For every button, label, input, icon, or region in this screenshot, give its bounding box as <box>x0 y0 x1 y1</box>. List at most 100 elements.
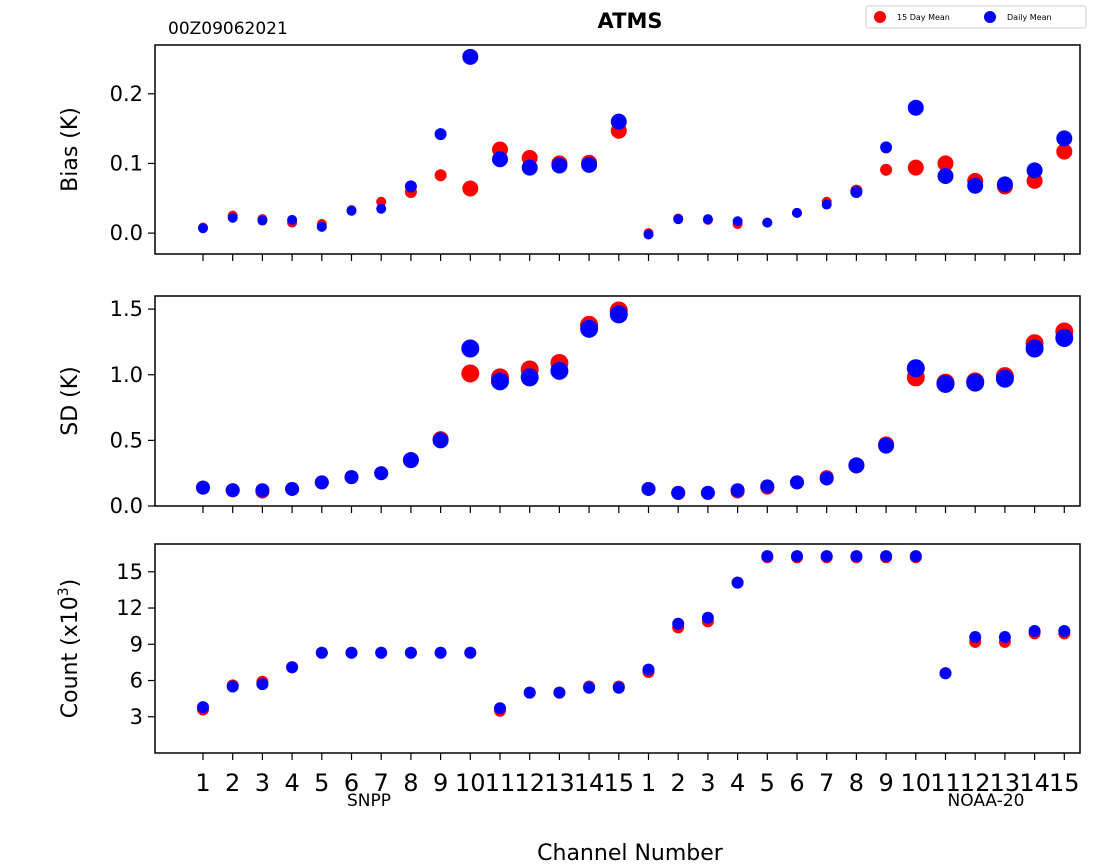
data-point <box>462 48 479 65</box>
panel-1: 0.0 0.1 0.2 Bias (K) <box>58 44 1081 261</box>
date-stamp: 00Z09062021 <box>168 19 288 39</box>
satellite-label-noaa-20: NOAA-20 <box>948 791 1025 811</box>
plot-frame <box>154 44 1081 255</box>
x-tick-label: 2 <box>671 769 686 797</box>
data-point <box>673 214 684 225</box>
data-point <box>434 169 447 182</box>
y-tick-label: 0.1 <box>110 151 143 175</box>
x-tick-label: 11 <box>485 769 516 797</box>
y-axis-label-tail: ) <box>58 579 83 588</box>
x-axis-label: Channel Number <box>537 841 724 866</box>
data-point <box>821 199 832 210</box>
satellite-label-snpp: SNPP <box>347 791 391 811</box>
data-point <box>461 364 480 383</box>
data-point <box>287 214 298 225</box>
y-axis-label-exponent: 3 <box>56 587 72 596</box>
data-point <box>612 681 625 694</box>
data-point <box>375 646 388 659</box>
data-point <box>936 374 955 393</box>
data-point <box>196 480 210 495</box>
data-point <box>937 167 954 184</box>
data-point <box>880 141 893 154</box>
x-tick-label: 6 <box>789 769 804 797</box>
x-tick-label: 1 <box>641 769 656 797</box>
data-point <box>998 631 1011 644</box>
data-point <box>494 702 506 715</box>
x-tick-label: 5 <box>314 769 329 797</box>
legend-label-15-day-mean: 15 Day Mean <box>897 13 950 22</box>
data-point <box>702 214 713 225</box>
y-tick-label: 1.5 <box>110 297 143 321</box>
x-tick-label: 14 <box>1019 769 1050 797</box>
legend-marker-15-day-mean <box>874 11 886 23</box>
data-point <box>672 617 685 630</box>
y-tick-label: 0.0 <box>110 221 143 245</box>
data-point <box>1056 143 1073 160</box>
y-tick-label: 0.0 <box>110 494 143 518</box>
y-tick-label: 0.5 <box>110 428 143 452</box>
data-point <box>880 550 893 563</box>
data-point <box>967 177 984 194</box>
x-tick-label: 2 <box>225 769 240 797</box>
x-tick-label: 8 <box>403 769 418 797</box>
y-tick-label: 1.0 <box>110 363 143 387</box>
data-point <box>345 646 358 659</box>
data-point <box>732 216 743 227</box>
data-point <box>880 163 893 176</box>
data-point <box>461 339 480 358</box>
panel-2: 0.0 0.5 1.0 1.5 SD (K) <box>58 295 1081 518</box>
x-tick-label: 8 <box>849 769 864 797</box>
x-tick-label: 10 <box>901 769 932 797</box>
data-point <box>730 483 745 498</box>
legend-box <box>865 5 1087 29</box>
data-point <box>491 372 509 391</box>
data-point <box>197 701 209 714</box>
data-point <box>404 646 417 659</box>
data-point <box>226 680 239 693</box>
data-point <box>1028 624 1041 637</box>
data-point <box>315 646 328 659</box>
data-point <box>580 319 599 338</box>
y-axis-label: Count (x103) <box>56 579 83 718</box>
data-point <box>1055 329 1074 347</box>
x-tick-label: 12 <box>514 769 545 797</box>
data-point <box>610 113 627 130</box>
data-point <box>907 99 924 116</box>
data-point <box>285 481 300 496</box>
x-tick-label: 12 <box>960 769 991 797</box>
x-tick-label: 5 <box>760 769 775 797</box>
plot-frame <box>154 543 1081 754</box>
data-point <box>550 361 569 380</box>
x-tick-label: 9 <box>433 769 448 797</box>
data-point <box>492 151 508 168</box>
series-daily-mean <box>198 48 1073 240</box>
y-axis-label: SD (K) <box>58 366 83 436</box>
data-point <box>255 483 270 498</box>
series-daily-mean <box>197 550 1071 715</box>
data-point <box>792 207 802 218</box>
data-point <box>819 471 834 486</box>
data-point <box>1056 130 1073 147</box>
data-point <box>1025 339 1044 358</box>
data-point <box>937 155 954 172</box>
data-point <box>286 661 299 674</box>
data-point <box>791 550 803 563</box>
data-point <box>521 159 538 176</box>
x-tick-label: 3 <box>255 769 270 797</box>
y-tick-label: 6 <box>130 669 143 693</box>
x-tick-label: 13 <box>544 769 575 797</box>
data-point <box>643 229 654 240</box>
data-point <box>346 205 357 216</box>
y-tick-label: 12 <box>116 596 143 620</box>
series-fifteen-day-mean <box>196 301 1074 500</box>
chart-title: ATMS <box>598 9 663 33</box>
data-point <box>878 437 895 454</box>
data-point <box>316 221 327 232</box>
legend-label-daily-mean: Daily Mean <box>1007 13 1052 22</box>
x-tick-label: 9 <box>878 769 893 797</box>
data-point <box>376 203 387 214</box>
data-point <box>198 223 208 234</box>
